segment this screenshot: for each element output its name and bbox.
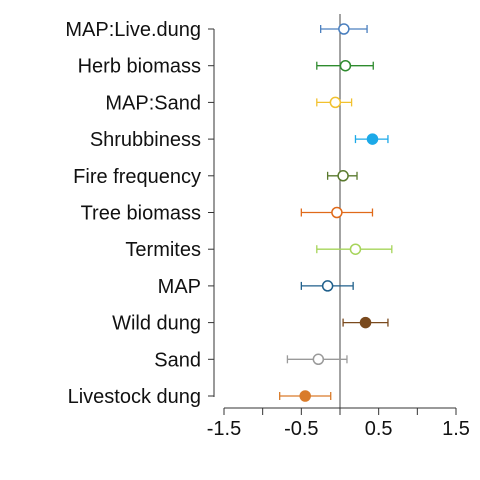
x-tick-label: -1.5 — [207, 418, 241, 440]
y-label-sand: Sand — [154, 349, 201, 371]
estimate-point — [366, 133, 379, 145]
y-label-wild-dung: Wild dung — [112, 313, 201, 335]
y-label-herb-biomass: Herb biomass — [78, 56, 201, 78]
y-label-shrubbiness: Shrubbiness — [90, 129, 201, 151]
x-tick-label: 0.5 — [365, 418, 393, 440]
coef-map — [300, 280, 354, 292]
coef-map-live-dung — [320, 23, 368, 35]
y-axis-labels: MAP:Live.dung Herb biomass MAP:Sand Shrubbi… — [65, 19, 201, 408]
coef-wild-dung — [342, 316, 389, 329]
coef-sand — [286, 353, 348, 366]
x-tick-label: 1.5 — [442, 418, 470, 440]
estimate-point — [321, 280, 334, 292]
estimate-point — [337, 170, 349, 182]
y-label-tree-biomass: Tree biomass — [81, 203, 201, 225]
coef-termites — [316, 243, 393, 255]
y-label-map-live-dung: MAP:Live.dung — [65, 19, 201, 41]
estimate-point — [339, 59, 352, 72]
y-axis-ticks — [208, 28, 214, 397]
y-label-fire-frequency: Fire frequency — [73, 166, 201, 188]
coef-livestock-dung — [279, 390, 332, 402]
coefficient-points — [279, 23, 393, 402]
coef-map-sand — [316, 96, 353, 109]
estimate-point — [359, 316, 372, 329]
coef-fire-frequency — [326, 170, 358, 182]
coef-herb-biomass — [316, 59, 374, 72]
estimate-point — [349, 243, 362, 255]
y-label-livestock-dung: Livestock dung — [68, 386, 201, 408]
y-label-termites: Termites — [125, 239, 201, 261]
y-label-map: MAP — [158, 276, 201, 298]
coef-tree-biomass — [300, 206, 374, 219]
estimate-point — [329, 96, 342, 109]
y-label-map-sand: MAP:Sand — [105, 92, 201, 114]
estimate-point — [331, 206, 343, 219]
estimate-point — [299, 390, 311, 402]
x-tick-label: -0.5 — [284, 418, 318, 440]
coef-shrubbiness — [354, 133, 389, 145]
x-axis-ticks: -1.5 -0.5 0.5 1.5 — [207, 408, 470, 440]
estimate-point — [338, 23, 350, 35]
estimate-point — [312, 353, 325, 366]
